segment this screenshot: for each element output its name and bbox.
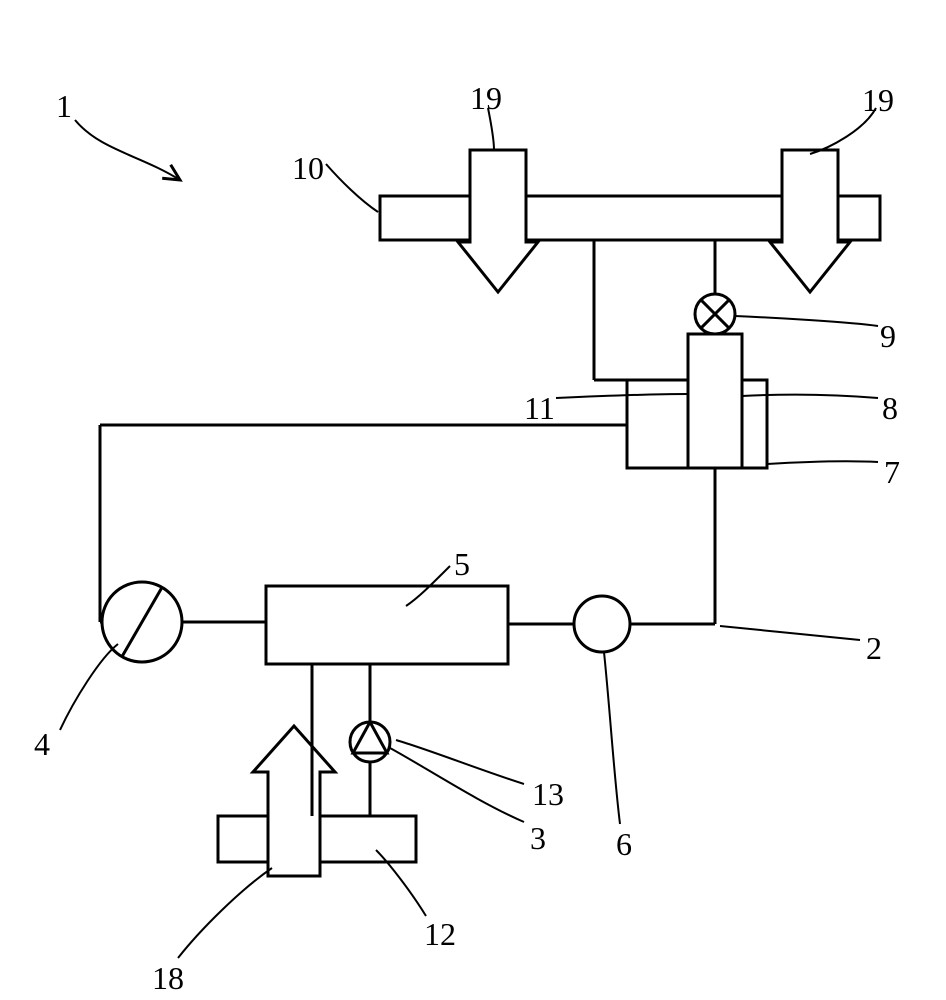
label-6: 6 xyxy=(616,826,632,863)
label-13: 13 xyxy=(532,776,564,813)
label-11: 11 xyxy=(524,390,555,427)
label-10: 10 xyxy=(292,150,324,187)
label-4: 4 xyxy=(34,726,50,763)
label-12: 12 xyxy=(424,916,456,953)
schematic-diagram xyxy=(0,0,946,1000)
label-8: 8 xyxy=(882,390,898,427)
label-1: 1 xyxy=(56,88,72,125)
label-19a: 19 xyxy=(470,80,502,117)
label-18: 18 xyxy=(152,960,184,997)
label-7: 7 xyxy=(884,454,900,491)
label-3: 3 xyxy=(530,820,546,857)
label-2: 2 xyxy=(866,630,882,667)
label-5: 5 xyxy=(454,546,470,583)
label-9: 9 xyxy=(880,318,896,355)
label-19b: 19 xyxy=(862,82,894,119)
